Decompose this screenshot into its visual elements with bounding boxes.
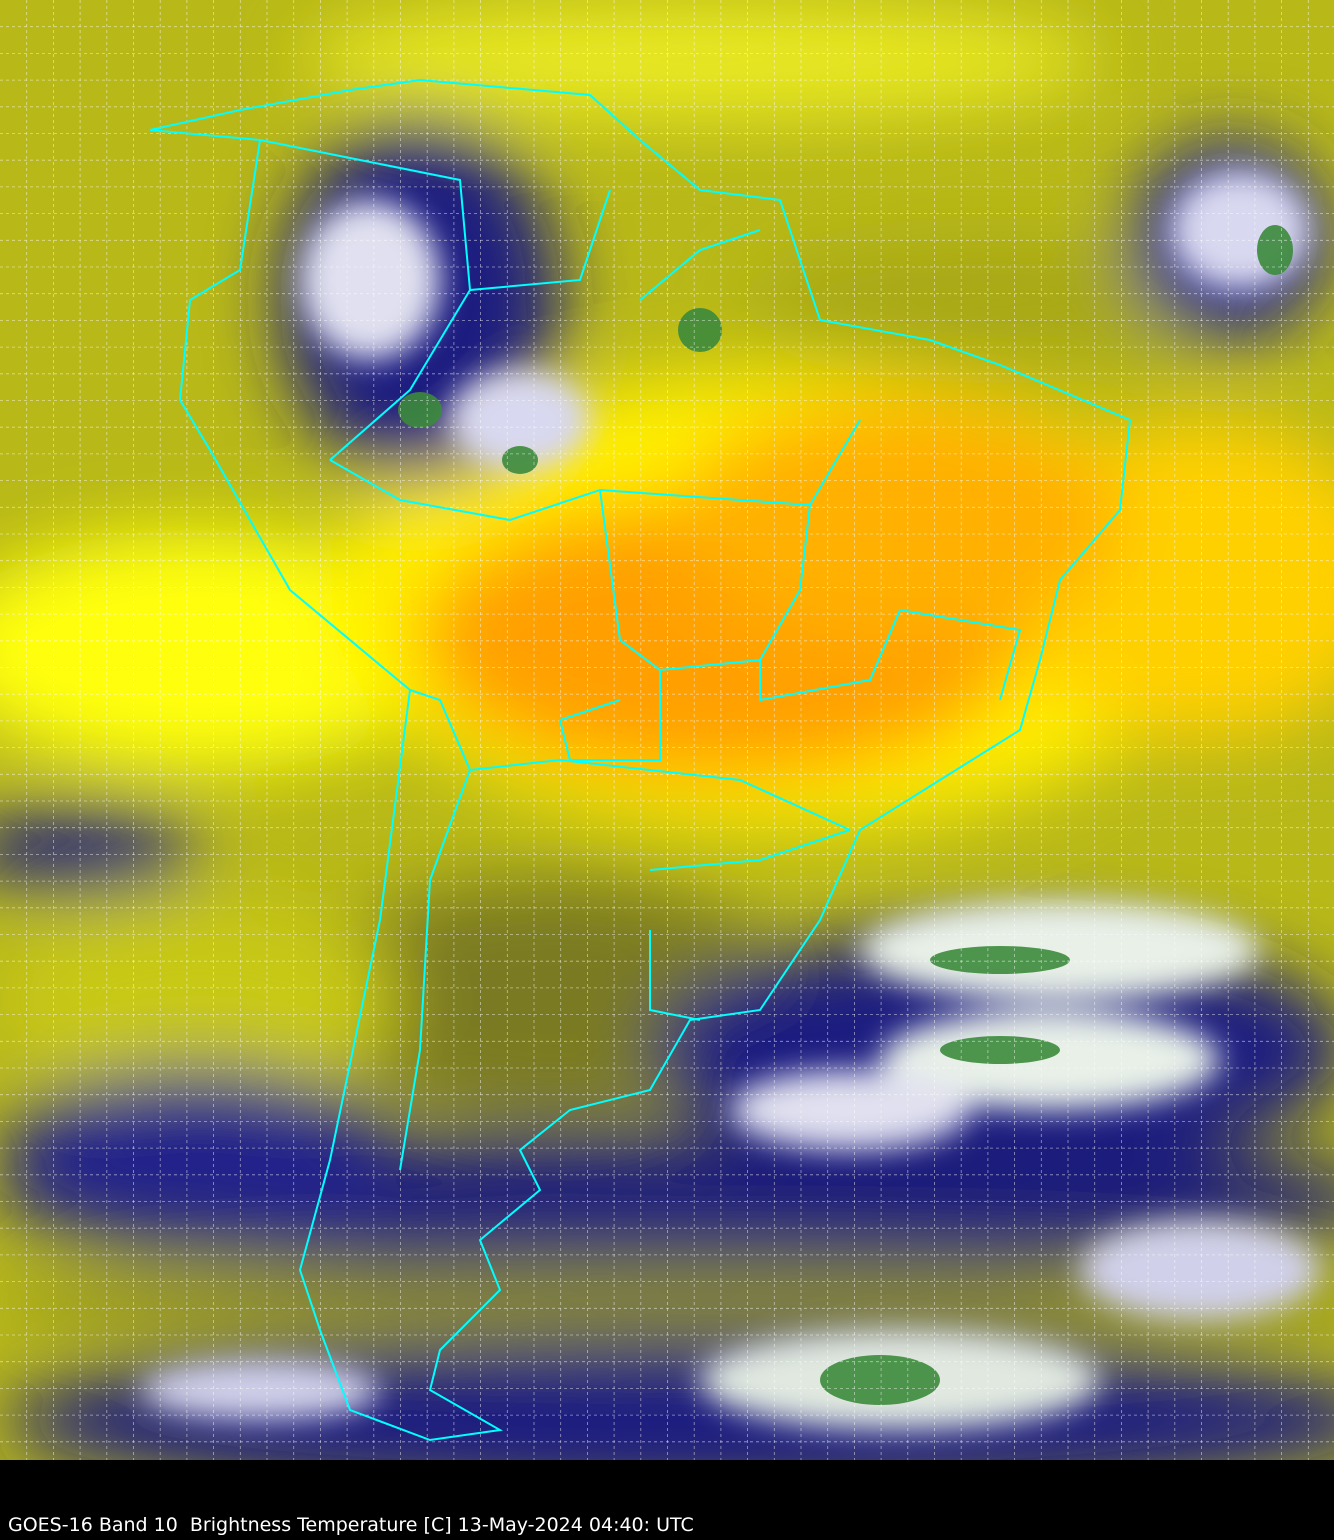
country-borders — [149, 78, 1132, 1442]
continent-outline — [149, 78, 1132, 1442]
brightness-temperature-layer — [0, 0, 1334, 1460]
image-caption: GOES-16 Band 10 Brightness Temperature [… — [8, 1514, 694, 1536]
internal-borders — [259, 139, 1022, 1171]
satellite-map — [0, 0, 1334, 1460]
lat-lon-grid — [0, 0, 1334, 1460]
